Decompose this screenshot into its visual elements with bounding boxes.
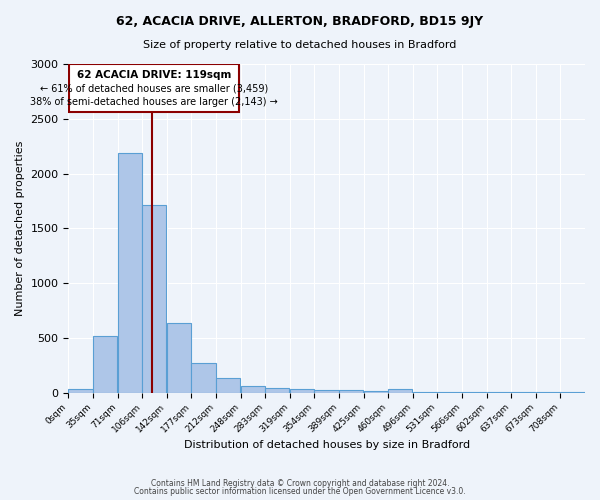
Bar — [93, 336, 117, 392]
Y-axis label: Number of detached properties: Number of detached properties — [15, 140, 25, 316]
Text: Size of property relative to detached houses in Bradford: Size of property relative to detached ho… — [143, 40, 457, 50]
Bar — [216, 378, 240, 392]
Bar — [241, 386, 265, 392]
Text: 62, ACACIA DRIVE, ALLERTON, BRADFORD, BD15 9JY: 62, ACACIA DRIVE, ALLERTON, BRADFORD, BD… — [116, 15, 484, 28]
Bar — [167, 322, 191, 392]
X-axis label: Distribution of detached houses by size in Bradford: Distribution of detached houses by size … — [184, 440, 470, 450]
Bar — [118, 152, 142, 392]
Bar — [290, 389, 314, 392]
Text: Contains public sector information licensed under the Open Government Licence v3: Contains public sector information licen… — [134, 487, 466, 496]
Bar — [314, 390, 338, 392]
Text: ← 61% of detached houses are smaller (3,459): ← 61% of detached houses are smaller (3,… — [40, 83, 268, 93]
Bar — [364, 391, 388, 392]
Text: 62 ACACIA DRIVE: 119sqm: 62 ACACIA DRIVE: 119sqm — [77, 70, 232, 80]
Bar — [339, 390, 363, 392]
Bar — [191, 363, 215, 392]
Bar — [142, 206, 166, 392]
Text: Contains HM Land Registry data © Crown copyright and database right 2024.: Contains HM Land Registry data © Crown c… — [151, 478, 449, 488]
Bar — [265, 388, 289, 392]
Text: 38% of semi-detached houses are larger (2,143) →: 38% of semi-detached houses are larger (… — [30, 96, 278, 106]
Bar — [388, 390, 412, 392]
Bar — [68, 390, 92, 392]
FancyBboxPatch shape — [69, 64, 239, 112]
